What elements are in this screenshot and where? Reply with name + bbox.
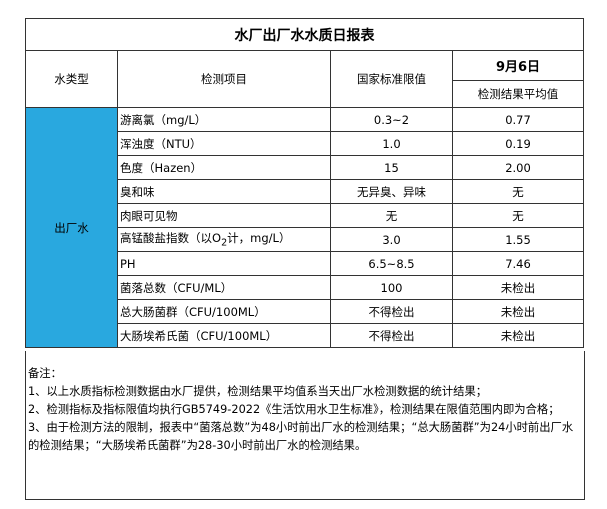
result: 未检出 bbox=[452, 275, 584, 300]
result: 未检出 bbox=[452, 323, 584, 348]
table-title: 水厂出厂水水质日报表 bbox=[25, 18, 584, 51]
item-cell: 浑浊度（NTU） bbox=[117, 131, 331, 156]
item-text: 高锰酸盐指数（以O bbox=[120, 231, 222, 246]
standard: 无 bbox=[330, 203, 453, 228]
table-row: 出厂水 游离氯（mg/L） 0.3~2 0.77 bbox=[25, 107, 584, 348]
item-text: 游离氯（mg/L） bbox=[120, 112, 207, 127]
result: 0.77 bbox=[452, 107, 584, 132]
standard: 无异臭、异味 bbox=[330, 179, 453, 204]
result: 7.46 bbox=[452, 251, 584, 276]
result: 0.19 bbox=[452, 131, 584, 156]
standard: 6.5~8.5 bbox=[330, 251, 453, 276]
standard: 0.3~2 bbox=[330, 107, 453, 132]
item-text: 肉眼可见物 bbox=[120, 208, 178, 223]
header: 检测项目 bbox=[117, 50, 331, 108]
table-row: 浑浊度（NTU） 1.0 0.19 bbox=[26, 131, 584, 156]
item-cell: 高锰酸盐指数（以O2计，mg/L） bbox=[117, 227, 331, 252]
item-text: 2 bbox=[221, 237, 228, 249]
standard: 不得检出 bbox=[330, 299, 453, 324]
table-row: 高锰酸盐指数（以O2计，mg/L） 3.0 1.55 bbox=[26, 227, 584, 252]
result: 1.55 bbox=[452, 227, 584, 252]
item-cell: 臭和味 bbox=[117, 179, 331, 204]
standard: 15 bbox=[330, 155, 453, 180]
header-date: 9月6日 bbox=[452, 50, 584, 81]
result: 2.00 bbox=[452, 155, 584, 180]
item-cell: 色度（Hazen） bbox=[117, 155, 331, 180]
item-cell: 菌落总数（CFU/ML） bbox=[117, 275, 331, 300]
result: 未检出 bbox=[452, 299, 584, 324]
header: 检测结果平均值 bbox=[452, 80, 584, 108]
notes-heading: 备注： bbox=[28, 367, 62, 380]
table-row: 色度（Hazen） 15 2.00 bbox=[26, 155, 584, 180]
result: 无 bbox=[452, 179, 584, 204]
quality-table: 水厂出厂水水质日报表 水类型 检测项目 国家标准限值 9月6日 检测结果平均值 … bbox=[25, 18, 584, 348]
water-type: 出厂水 bbox=[25, 107, 118, 348]
table-row: 肉眼可见物 无无 bbox=[26, 203, 584, 228]
standard: 1.0 bbox=[330, 131, 453, 156]
standard: 不得检出 bbox=[330, 323, 453, 348]
note-line: 3、由于检测方法的限制，报表中“菌落总数”为48小时前出厂水的检测结果；“总大肠… bbox=[28, 421, 574, 452]
table-row: 总大肠菌群（CFU/100ML） 不得检出 未检出 bbox=[26, 299, 584, 324]
item-cell: PH bbox=[117, 251, 331, 276]
item-text: 菌落总数（CFU/ML） bbox=[120, 280, 233, 295]
item-text: 计，mg/L） bbox=[227, 231, 291, 246]
note-line: 1、以上水质指标检测数据由水厂提供，检测结果平均值系当天出厂水检测数据的统计结果… bbox=[28, 385, 488, 398]
item-text: 总大肠菌群（CFU/100ML） bbox=[120, 304, 266, 319]
standard: 100 bbox=[330, 275, 453, 300]
table-row: 菌落总数（CFU/ML） 100 未检出 bbox=[26, 275, 584, 300]
item-text: 大肠埃希氏菌（CFU/100ML） bbox=[120, 328, 278, 343]
table-row: 大肠埃希氏菌（CFU/100ML） 不得检出 未检出 bbox=[26, 323, 584, 348]
standard: 3.0 bbox=[330, 227, 453, 252]
note-line: 2、检测指标及指标限值均执行GB5749-2022《生活饮用水卫生标准》，检测结… bbox=[28, 403, 560, 416]
item-cell: 肉眼可见物 bbox=[117, 203, 331, 228]
result: 无 bbox=[452, 203, 584, 228]
item-cell: 大肠埃希氏菌（CFU/100ML） bbox=[117, 323, 331, 348]
item-cell: 总大肠菌群（CFU/100ML） bbox=[117, 299, 331, 324]
header: 水类型 bbox=[25, 50, 118, 108]
table-row: 臭和味 无异臭、异味无 bbox=[26, 179, 584, 204]
header: 国家标准限值 bbox=[330, 50, 453, 108]
item-text: PH bbox=[120, 256, 136, 271]
item-text: 色度（Hazen） bbox=[120, 160, 203, 175]
notes: 备注： 1、以上水质指标检测数据由水厂提供，检测结果平均值系当天出厂水检测数据的… bbox=[25, 351, 585, 500]
item-text: 臭和味 bbox=[120, 184, 155, 199]
item-cell: 游离氯（mg/L） bbox=[117, 107, 331, 132]
item-text: 浑浊度（NTU） bbox=[120, 136, 202, 151]
